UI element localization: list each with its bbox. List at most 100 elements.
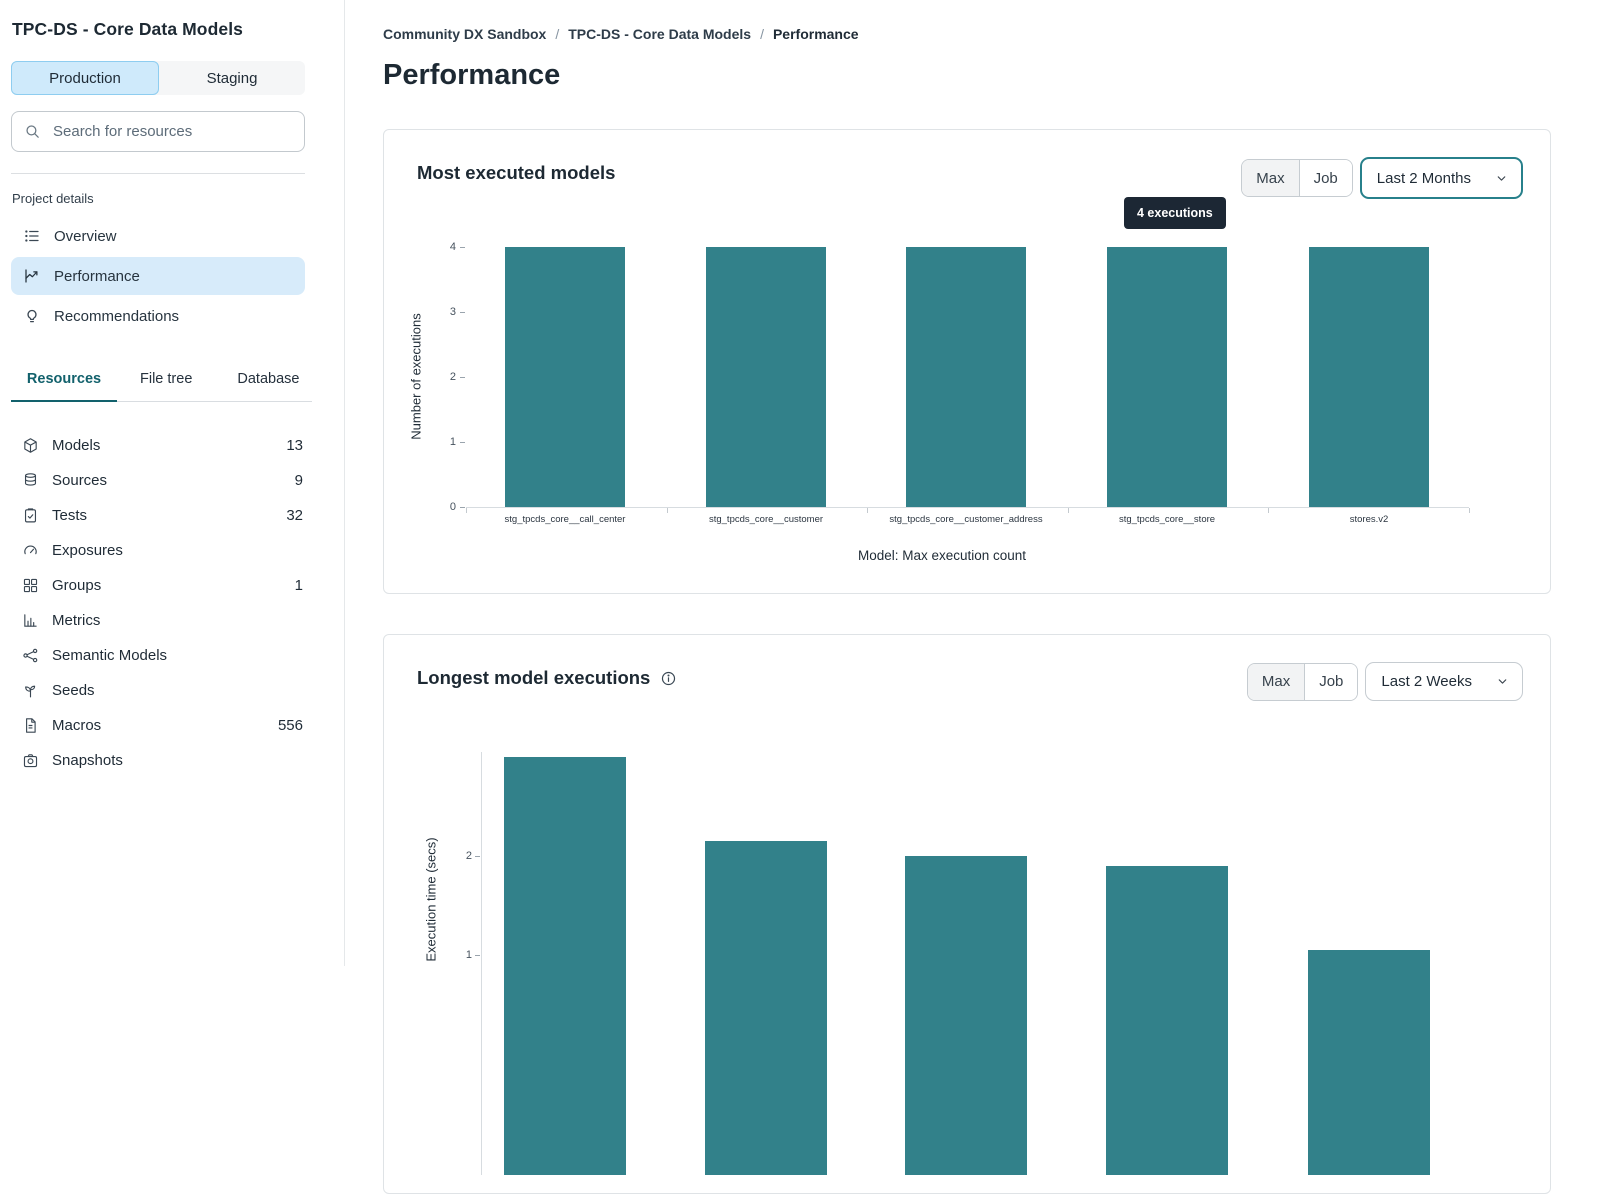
longest-model-executions-card: Longest model executions Max Job Last 2 …	[383, 634, 1551, 1194]
y-tick-label: 1	[449, 436, 456, 448]
job-button[interactable]: Job	[1299, 160, 1352, 196]
x-axis-line	[466, 507, 1469, 508]
chart-tooltip: 4 executions	[1124, 197, 1226, 229]
card-title: Most executed models	[417, 162, 616, 183]
breadcrumb-item-current: Performance	[772, 26, 859, 42]
x-tick-mark	[1469, 508, 1470, 513]
tab-resources[interactable]: Resources	[11, 362, 117, 402]
time-range-value: Last 2 Months	[1376, 169, 1471, 187]
page-title: Performance	[383, 59, 561, 91]
card-title: Longest model executions	[417, 667, 677, 689]
environment-toggle: Production Staging	[11, 61, 305, 95]
x-category-label: stg_tpcds_core__call_center	[504, 514, 626, 525]
y-tick-mark	[475, 955, 480, 956]
breadcrumb-item[interactable]: TPC-DS - Core Data Models	[568, 26, 752, 42]
list-item-models[interactable]: Models 13	[11, 428, 305, 463]
project-details-label: Project details	[12, 191, 94, 206]
list-item-macros[interactable]: Macros 556	[11, 708, 305, 743]
bar[interactable]	[906, 247, 1026, 507]
resource-label: Metrics	[52, 612, 101, 629]
resource-label: Sources	[52, 472, 108, 489]
grid-icon	[22, 577, 39, 594]
search-input[interactable]	[51, 122, 292, 141]
bar[interactable]	[905, 856, 1027, 1175]
y-tick-label: 2	[449, 371, 456, 383]
bar[interactable]	[705, 841, 827, 1175]
resource-label: Tests	[52, 507, 88, 524]
list-item-exposures[interactable]: Exposures	[11, 533, 305, 568]
sidebar-item-label: Recommendations	[54, 307, 180, 325]
network-icon	[22, 647, 39, 664]
env-production-button[interactable]: Production	[11, 61, 159, 95]
breadcrumb-item[interactable]: Community DX Sandbox	[383, 26, 547, 42]
bar-chart-longest-executions: Execution time (secs) 1 2	[384, 635, 1550, 1193]
y-axis-label: Number of executions	[408, 313, 424, 440]
env-staging-button[interactable]: Staging	[206, 69, 258, 87]
resource-label: Snapshots	[52, 752, 123, 769]
list-item-sources[interactable]: Sources 9	[11, 463, 305, 498]
chart-controls: Max Job Last 2 Weeks	[1246, 662, 1523, 701]
max-job-toggle: Max Job	[1241, 159, 1353, 197]
breadcrumb-separator: /	[760, 26, 764, 42]
bar[interactable]	[1106, 865, 1228, 1175]
resource-count: 32	[286, 507, 303, 524]
y-tick-label: 1	[465, 949, 472, 961]
y-tick-mark	[460, 442, 465, 443]
y-tick-label: 3	[449, 306, 456, 318]
list-item-snapshots[interactable]: Snapshots	[11, 743, 305, 778]
clipboard-check-icon	[22, 507, 39, 524]
list-item-tests[interactable]: Tests 32	[11, 498, 305, 533]
x-category-label: stg_tpcds_core__store	[1118, 514, 1216, 525]
x-tick-mark	[867, 508, 869, 513]
y-tick-mark	[460, 377, 465, 378]
max-button[interactable]: Max	[1247, 663, 1306, 700]
resource-count: 9	[294, 472, 303, 489]
y-tick-mark	[460, 247, 465, 248]
sidebar-item-recommendations[interactable]: Recommendations	[11, 297, 305, 335]
bar[interactable]	[1107, 247, 1227, 507]
chevron-down-icon	[1495, 172, 1508, 185]
search-icon	[24, 123, 41, 140]
chart-controls: Max Job Last 2 Months	[1241, 157, 1523, 199]
sidebar-tabs: Resources File tree Database	[11, 362, 312, 402]
search-box[interactable]	[11, 111, 305, 152]
y-axis-line	[481, 752, 482, 1175]
x-category-label: stg_tpcds_core__customer	[708, 514, 824, 525]
info-icon[interactable]	[660, 670, 677, 687]
list-item-semantic-models[interactable]: Semantic Models	[11, 638, 305, 673]
x-tick-mark	[1268, 508, 1270, 513]
breadcrumb: Community DX Sandbox / TPC-DS - Core Dat…	[383, 26, 1621, 42]
job-button[interactable]: Job	[1305, 663, 1358, 700]
max-button[interactable]: Max	[1242, 160, 1300, 196]
sidebar-item-performance[interactable]: Performance	[11, 257, 305, 295]
y-axis-label: Execution time (secs)	[423, 837, 439, 962]
bar[interactable]	[706, 247, 826, 507]
bar[interactable]	[1309, 247, 1429, 507]
bar[interactable]	[505, 247, 625, 507]
resource-label: Groups	[52, 577, 102, 594]
sidebar: TPC-DS - Core Data Models Production Sta…	[0, 0, 345, 966]
y-tick-mark	[460, 312, 465, 313]
y-tick-mark	[460, 507, 465, 508]
x-category-label: stores.v2	[1349, 514, 1389, 525]
x-category-label: stg_tpcds_core__customer_address	[889, 514, 1043, 525]
sidebar-item-overview[interactable]: Overview	[11, 217, 305, 255]
tab-file-tree[interactable]: File tree	[140, 371, 193, 387]
time-range-select[interactable]: Last 2 Months	[1359, 157, 1523, 199]
list-item-metrics[interactable]: Metrics	[11, 603, 305, 638]
x-axis-title: Model: Max execution count	[857, 548, 1027, 563]
bar[interactable]	[1308, 950, 1430, 1175]
list-item-seeds[interactable]: Seeds	[11, 673, 305, 708]
most-executed-models-card: Most executed models Max Job Last 2 Mont…	[383, 129, 1551, 594]
tab-database[interactable]: Database	[237, 371, 300, 387]
card-title-text: Longest model executions	[417, 667, 651, 688]
time-range-select[interactable]: Last 2 Weeks	[1365, 662, 1523, 701]
y-tick-label: 2	[465, 850, 472, 862]
resource-list: Models 13 Sources 9 Tests 32 Exposures G…	[11, 428, 344, 778]
resource-label: Macros	[52, 717, 102, 734]
bar[interactable]	[504, 757, 626, 1175]
camera-icon	[22, 752, 39, 769]
list-icon	[23, 227, 41, 245]
resource-count: 556	[277, 717, 303, 734]
list-item-groups[interactable]: Groups 1	[11, 568, 305, 603]
